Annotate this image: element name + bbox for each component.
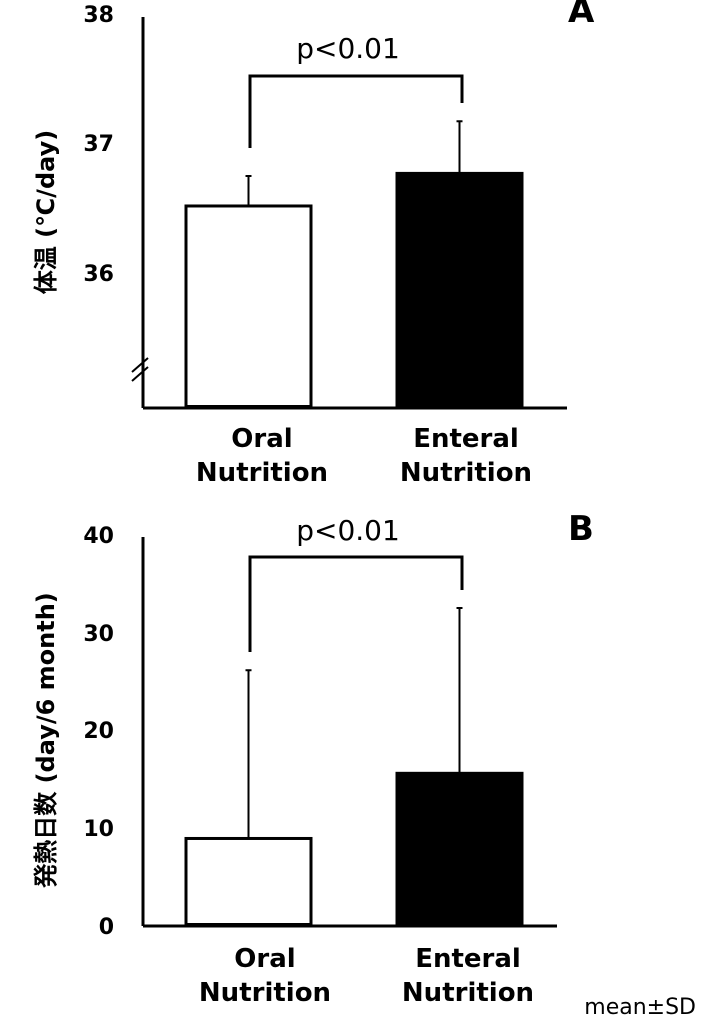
- panel-b-y-tick-30: 30: [83, 622, 114, 647]
- panel-b-x-label-enteral-line2: Nutrition: [402, 978, 534, 1008]
- panel-b-y-tick-40: 40: [83, 524, 114, 549]
- panel-b-bar-enteral: [395, 606, 524, 926]
- panel-a-letter: A: [568, 0, 595, 31]
- panel-b-y-tick-10: 10: [83, 817, 114, 842]
- panel-b-y-tick-0: 0: [99, 915, 114, 940]
- panel-a-y-axis-label: 体温 (℃/day): [32, 130, 60, 294]
- panel-a-bar-enteral: [395, 120, 524, 408]
- panel-b-significance-label: p<0.01: [296, 514, 400, 547]
- panel-a-x-label-enteral-line1: Enteral: [413, 424, 519, 454]
- panel-b-y-axis-label: 発熱日数 (day/6 month): [32, 592, 60, 889]
- panel-a-x-label-oral-line1: Oral: [231, 424, 292, 454]
- panel-a-significance-bracket: [248, 74, 464, 148]
- panel-a-y-tick-38: 38: [83, 3, 114, 28]
- footnote-mean-sd: mean±SD: [584, 995, 696, 1020]
- panel-a-bar-oral-rect: [184, 204, 313, 408]
- chart-panel-a: A 体温 (℃/day) 38 37 36 p<0.01 Oral Nutrit…: [32, 0, 595, 488]
- panel-b-x-label-oral-line1: Oral: [234, 944, 295, 974]
- panel-a-y-tick-37: 37: [83, 132, 114, 157]
- panel-a-axis-break: [131, 357, 149, 382]
- panel-b-bar-oral: [184, 669, 313, 926]
- panel-b-y-tick-20: 20: [83, 719, 114, 744]
- chart-panel-b: B 発熱日数 (day/6 month) 0 10 20 30 40 p<0.0…: [32, 509, 594, 1008]
- panel-a-x-label-enteral-line2: Nutrition: [400, 458, 532, 488]
- panel-b-bar-oral-rect: [184, 836, 313, 926]
- panel-b-significance-bracket: [248, 555, 464, 652]
- panel-a-bar-oral: [184, 175, 313, 408]
- panel-a-x-label-oral-line2: Nutrition: [196, 458, 328, 488]
- panel-a-bar-enteral-rect: [395, 171, 524, 408]
- panel-b-x-label-enteral-line1: Enteral: [415, 944, 521, 974]
- panel-a-significance-label: p<0.01: [296, 32, 400, 65]
- panel-b-x-label-oral-line2: Nutrition: [199, 978, 331, 1008]
- panel-b-bar-enteral-rect: [395, 771, 524, 926]
- panel-b-letter: B: [568, 509, 594, 549]
- panel-a-y-tick-36: 36: [83, 262, 114, 287]
